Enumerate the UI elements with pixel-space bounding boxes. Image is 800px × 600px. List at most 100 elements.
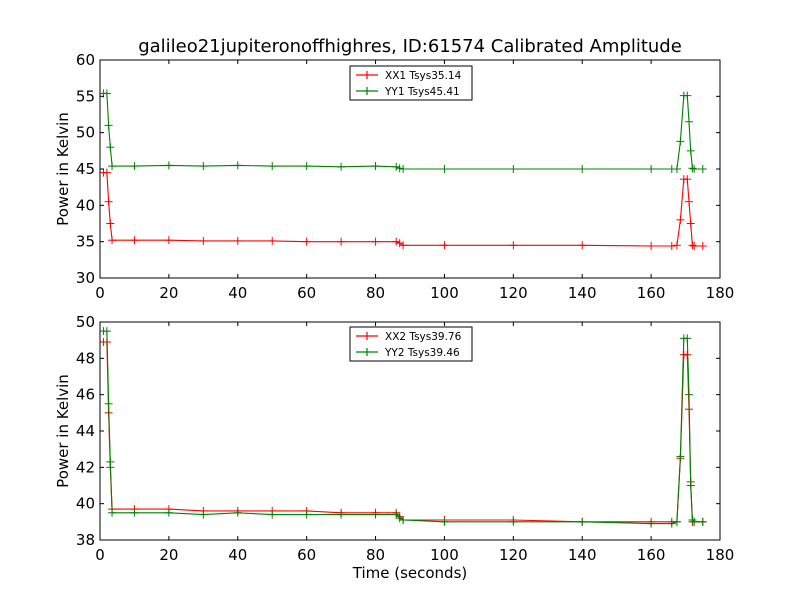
top-y-tick-label-1: 35 xyxy=(76,233,95,251)
top-series-0-point-6 xyxy=(164,236,173,245)
top-series-1-point-17 xyxy=(509,165,518,173)
bottom-series-1-point-2 xyxy=(104,399,113,408)
bottom-series-1-point-1 xyxy=(102,327,111,336)
x-axis-label: Time (seconds) xyxy=(352,564,468,582)
top-series-0-point-20 xyxy=(667,242,676,251)
top-series-1-point-25 xyxy=(685,117,693,126)
top-series-1-point-29 xyxy=(698,165,707,173)
top-series-0-point-10 xyxy=(302,237,311,246)
top-series-0-point-29 xyxy=(698,242,707,251)
top-series-0-point-26 xyxy=(686,219,695,228)
top-legend-box xyxy=(349,65,473,101)
top-series-1-point-10 xyxy=(302,162,311,171)
top-x-tick-label-7: 140 xyxy=(568,284,597,302)
bottom-series-1-point-13 xyxy=(392,510,401,519)
top-x-tick-label-2: 40 xyxy=(228,284,247,302)
bottom-series-1-point-8 xyxy=(233,508,242,517)
bottom-series-1-point-7 xyxy=(199,510,208,519)
top-y-tick-label-0: 30 xyxy=(76,269,95,287)
top-y-tick-label-6: 60 xyxy=(76,51,95,69)
top-series-0-point-12 xyxy=(371,237,380,246)
bottom-y-tick-label-4: 46 xyxy=(76,386,95,404)
legend-label-xx1: XX1 Tsys35.14 xyxy=(385,70,462,82)
top-series-1-point-13 xyxy=(392,162,401,171)
top-series-1-point-8 xyxy=(233,161,242,170)
bottom-y-axis-label: Power in Kelvin xyxy=(54,374,72,488)
top-series-1-point-3 xyxy=(106,143,115,152)
bottom-series-1-point-17 xyxy=(509,517,518,526)
bottom-legend-box xyxy=(349,326,473,362)
top-x-tick-label-0: 0 xyxy=(95,284,105,302)
bottom-series-1-point-4 xyxy=(108,508,117,517)
bottom-y-tick-label-6: 50 xyxy=(76,313,95,331)
top-series-1-point-18 xyxy=(578,165,587,173)
bottom-series-1-point-25 xyxy=(685,390,693,399)
top-y-tick-label-2: 40 xyxy=(76,196,95,214)
bottom-series-1-point-27 xyxy=(688,516,697,525)
bottom-series-1-point-29 xyxy=(698,517,707,526)
top-series-0-point-11 xyxy=(337,237,346,246)
top-series-1-point-2 xyxy=(104,121,113,130)
top-x-tick-label-1: 20 xyxy=(159,284,178,302)
bottom-series-1-point-5 xyxy=(130,508,139,517)
bottom-series-1 xyxy=(99,327,707,528)
top-series-0-point-8 xyxy=(233,236,242,245)
top-series-1-point-4 xyxy=(108,162,117,171)
bottom-series-1-point-28 xyxy=(690,517,699,526)
top-series-0-point-19 xyxy=(647,242,656,251)
top-series-1-point-12 xyxy=(371,162,380,171)
bottom-y-tick-label-5: 48 xyxy=(76,349,95,367)
top-series-0-point-15 xyxy=(399,241,408,250)
bottom-series-1-point-21 xyxy=(672,517,681,526)
bottom-series-1-point-10 xyxy=(302,510,311,519)
top-series-0-point-21 xyxy=(672,241,681,250)
top-series-1-point-19 xyxy=(647,165,656,173)
top-plot: 0 20 40 60 80 100 120 140 160 180 30 35 40 45 50 55 60 P… xyxy=(54,51,734,302)
top-series-1-point-14 xyxy=(395,164,404,173)
bottom-series-1-point-18 xyxy=(578,517,587,526)
top-series-1-point-6 xyxy=(164,161,173,170)
top-series-1-point-16 xyxy=(440,165,449,173)
top-y-tick-label-5: 55 xyxy=(76,87,95,105)
bottom-series-1-point-11 xyxy=(337,510,346,519)
bottom-series-1-point-26 xyxy=(686,481,695,490)
bottom-y-tick-label-0: 38 xyxy=(76,531,95,549)
top-y-axis-label: Power in Kelvin xyxy=(54,112,72,226)
top-series-0-point-5 xyxy=(130,236,139,245)
top-series-0-point-1 xyxy=(102,168,111,177)
top-series-0-point-22 xyxy=(676,215,685,224)
top-series-1-point-28 xyxy=(690,165,699,173)
top-series-0-point-9 xyxy=(268,236,277,245)
top-x-tick-label-4: 80 xyxy=(366,284,385,302)
bottom-x-tick-label-6: 120 xyxy=(499,546,528,564)
bottom-y-tick-label-1: 40 xyxy=(76,495,95,513)
top-series-0-point-27 xyxy=(688,241,697,250)
top-y-tick-label-4: 50 xyxy=(76,124,95,142)
bottom-series-1-point-14 xyxy=(395,514,404,523)
bottom-series-1-point-15 xyxy=(399,516,408,525)
top-x-tick-label-5: 100 xyxy=(430,284,459,302)
bottom-x-tick-label-2: 40 xyxy=(228,546,247,564)
legend-label-xx2: XX2 Tsys39.76 xyxy=(385,331,462,343)
bottom-x-tick-label-0: 0 xyxy=(95,546,105,564)
top-series-0-point-2 xyxy=(104,197,113,206)
bottom-x-tick-label-1: 20 xyxy=(159,546,178,564)
top-x-tick-label-9: 180 xyxy=(706,284,735,302)
bottom-series-1-point-22 xyxy=(676,452,685,461)
bottom-series-1-point-19 xyxy=(647,519,656,528)
top-series-0-point-7 xyxy=(199,236,208,245)
bottom-x-tick-label-9: 180 xyxy=(706,546,735,564)
top-series-0-point-13 xyxy=(392,237,401,246)
legend-label-yy1: YY1 Tsys45.41 xyxy=(384,86,460,98)
top-series-1-point-11 xyxy=(337,162,346,171)
bottom-plot: 0 20 40 60 80 100 120 140 160 180 38 40 42 44 46 48 50 P… xyxy=(54,313,734,582)
top-series-1-point-24 xyxy=(683,91,692,100)
top-series-0-point-25 xyxy=(685,197,693,206)
top-series-1-point-9 xyxy=(268,162,277,171)
bottom-x-tick-label-8: 160 xyxy=(637,546,666,564)
bottom-y-tick-label-2: 42 xyxy=(76,458,95,476)
top-series-0-point-18 xyxy=(578,241,587,250)
top-series-1-point-22 xyxy=(676,137,685,146)
top-series-1-point-1 xyxy=(102,89,111,98)
